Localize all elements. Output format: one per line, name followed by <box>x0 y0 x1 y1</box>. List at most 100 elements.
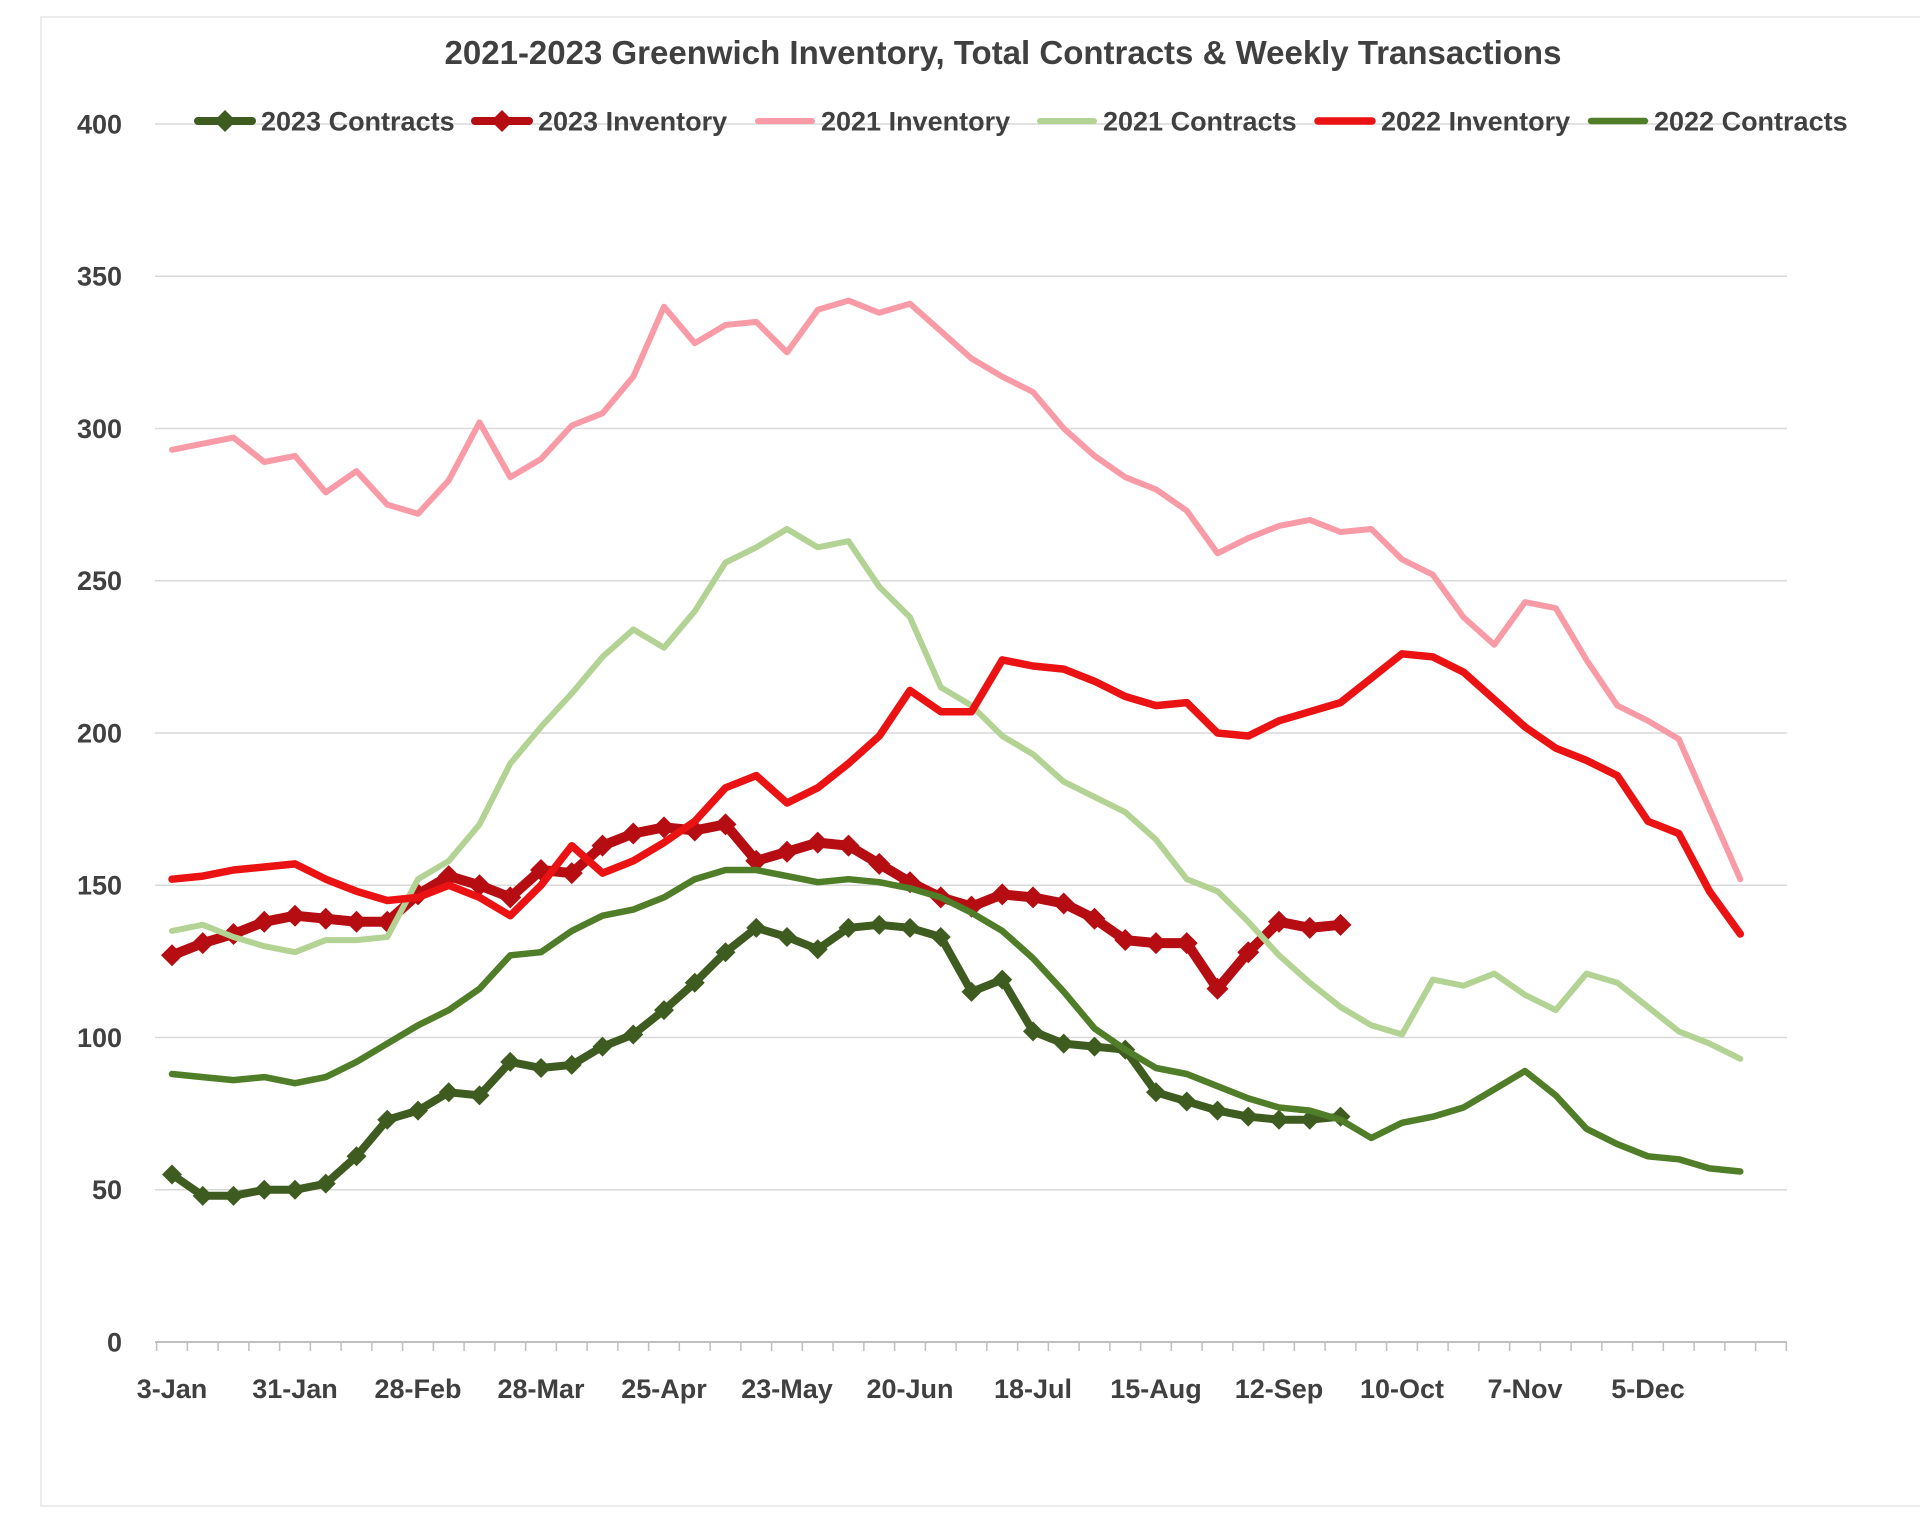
series-2021-inventory <box>169 297 1744 883</box>
legend: 2023 Contracts 2023 Inventory 2021 Invento… <box>194 106 1848 136</box>
data-point-diamond <box>284 904 306 927</box>
data-point-diamond <box>1175 932 1198 955</box>
axes: 0 50 100 150 200 250 300 350 400 3-Jan 31-Jan 28-Fe… <box>77 109 1788 1404</box>
data-point-diamond <box>868 852 891 875</box>
data-point-diamond <box>900 917 920 938</box>
legend-item-2022-inventory[interactable]: 2022 Inventory <box>1314 106 1570 136</box>
series-layer <box>161 297 1745 1206</box>
data-point-diamond <box>223 1185 244 1206</box>
legend-diamond-icon <box>491 110 513 132</box>
data-point-diamond <box>777 927 797 948</box>
data-point-diamond <box>1114 929 1137 952</box>
legend-item-2022-contracts[interactable]: 2022 Contracts <box>1587 106 1848 136</box>
data-point-diamond <box>806 831 829 854</box>
y-axis-label-50: 50 <box>92 1175 122 1205</box>
data-point-diamond <box>315 1173 336 1194</box>
x-axis-label-25-apr: 25-Apr <box>621 1374 707 1404</box>
x-axis-label-28-mar: 28-Mar <box>497 1374 585 1404</box>
data-point-diamond <box>1206 977 1229 1000</box>
data-point-diamond <box>715 942 736 963</box>
data-point-diamond <box>346 1146 367 1167</box>
y-axis-label-0: 0 <box>107 1327 122 1357</box>
data-point-diamond <box>776 840 798 863</box>
data-point-diamond <box>161 944 183 967</box>
data-point-diamond <box>192 1185 213 1206</box>
series-line-2021-contracts <box>169 526 1744 1062</box>
legend-label: 2022 Inventory <box>1381 106 1570 136</box>
y-axis-label-400: 400 <box>77 109 122 139</box>
data-point-diamond <box>654 1000 674 1021</box>
data-point-diamond <box>531 1057 551 1078</box>
data-point-diamond <box>1237 941 1260 964</box>
data-point-diamond <box>1146 1082 1166 1103</box>
data-point-diamond <box>377 1109 398 1130</box>
chart-canvas: 2021-2023 Greenwich Inventory, Total Con… <box>40 16 1920 1507</box>
data-point-diamond <box>560 862 583 885</box>
data-point-diamond <box>1023 1021 1043 1042</box>
data-point-diamond <box>746 917 767 938</box>
data-point-diamond <box>469 1085 490 1106</box>
data-point-diamond <box>408 1100 428 1121</box>
data-point-diamond <box>837 834 860 857</box>
data-point-diamond <box>869 914 890 935</box>
y-axis-label-100: 100 <box>77 1023 122 1053</box>
data-point-diamond <box>684 972 705 993</box>
data-point-diamond <box>992 969 1013 990</box>
data-point-diamond <box>437 865 460 888</box>
data-point-diamond <box>1298 916 1321 939</box>
chart: 2021-2023 Greenwich Inventory, Total Con… <box>40 16 1920 1507</box>
data-point-diamond <box>314 907 337 930</box>
x-axis-label-10-oct: 10-Oct <box>1360 1374 1444 1404</box>
legend-item-2021-inventory[interactable]: 2021 Inventory <box>755 106 1010 136</box>
data-point-diamond <box>253 910 276 933</box>
data-point-diamond <box>622 822 645 845</box>
data-point-diamond <box>807 939 828 960</box>
data-point-diamond <box>714 813 737 836</box>
data-point-diamond <box>745 849 768 872</box>
data-point-diamond <box>561 1054 582 1075</box>
x-axis-label-28-feb: 28-Feb <box>374 1374 461 1404</box>
series-line-2022-contracts <box>168 866 1744 1175</box>
data-point-diamond <box>254 1179 275 1200</box>
data-point-diamond <box>1022 886 1044 909</box>
data-point-diamond <box>991 883 1014 906</box>
series-line-2021-inventory <box>169 297 1744 883</box>
data-point-diamond <box>592 1036 613 1057</box>
legend-label: 2023 Inventory <box>538 106 727 136</box>
data-point-diamond <box>1329 913 1352 936</box>
data-point-diamond <box>162 1164 182 1185</box>
x-axis-label-3-jan: 3-Jan <box>137 1374 208 1404</box>
legend-label: 2023 Contracts <box>261 106 455 136</box>
data-point-diamond <box>1053 1033 1074 1054</box>
data-point-diamond <box>1207 1100 1228 1121</box>
y-axis-label-200: 200 <box>77 718 122 748</box>
x-axis-label-5-dec: 5-Dec <box>1611 1374 1685 1404</box>
x-axis-label-7-nov: 7-Nov <box>1487 1374 1562 1404</box>
data-point-diamond <box>1269 1109 1289 1130</box>
x-axis-label-20-jun: 20-Jun <box>866 1374 953 1404</box>
x-axis-label-23-may: 23-May <box>741 1374 833 1404</box>
y-axis-label-350: 350 <box>77 262 122 292</box>
data-point-diamond <box>653 816 675 839</box>
data-point-diamond <box>623 1024 644 1045</box>
data-point-diamond <box>345 910 368 933</box>
data-point-diamond <box>438 1082 459 1103</box>
data-point-diamond <box>1238 1106 1259 1127</box>
legend-label: 2021 Inventory <box>821 106 1010 136</box>
data-point-diamond <box>500 1051 521 1072</box>
legend-item-2023-inventory[interactable]: 2023 Inventory <box>471 106 727 136</box>
legend-label: 2022 Contracts <box>1654 106 1848 136</box>
y-axis-label-150: 150 <box>77 871 122 901</box>
y-axis-label-300: 300 <box>77 414 122 444</box>
legend-item-2021-contracts[interactable]: 2021 Contracts <box>1037 106 1297 136</box>
data-point-diamond <box>1083 907 1106 930</box>
data-point-diamond <box>1268 910 1290 933</box>
data-point-diamond <box>961 981 982 1002</box>
data-point-diamond <box>191 932 214 955</box>
data-point-diamond <box>468 874 491 897</box>
legend-item-2023-contracts[interactable]: 2023 Contracts <box>194 106 455 136</box>
data-point-diamond <box>1052 892 1075 915</box>
x-axis-label-18-jul: 18-Jul <box>994 1374 1072 1404</box>
x-axis-label-31-jan: 31-Jan <box>252 1374 338 1404</box>
chart-title: 2021-2023 Greenwich Inventory, Total Con… <box>445 34 1562 71</box>
